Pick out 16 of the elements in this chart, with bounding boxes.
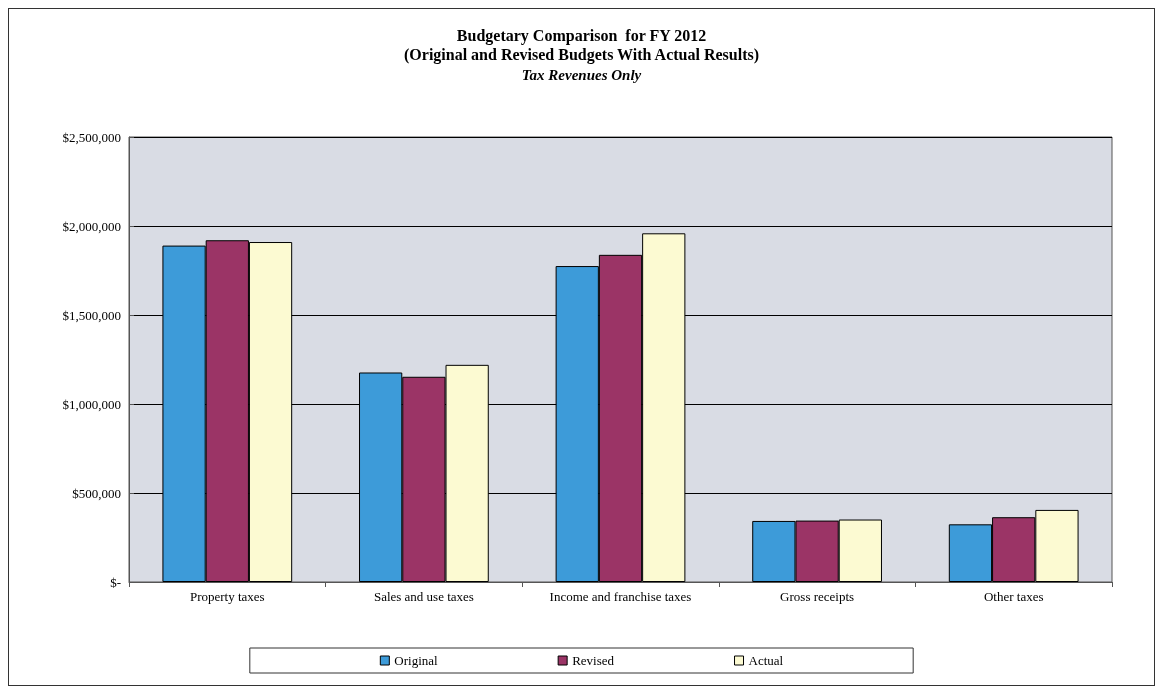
x-tick-label: Income and franchise taxes [549, 589, 692, 604]
x-tick-label: Sales and use taxes [373, 589, 474, 604]
legend-label: Actual [748, 653, 784, 668]
legend-label: Revised [572, 653, 615, 668]
y-tick-label: $2,500,000 [62, 129, 121, 145]
y-tick-label: $500,000 [72, 485, 121, 501]
chart-title: Budgetary Comparison for FY 2012 (Original and Revised Budgets With Actual Results) [403, 27, 760, 64]
y-tick-label: $- [110, 574, 121, 590]
x-tick-label: Gross receipts [780, 589, 855, 604]
chart-subtitle: Tax Revenues Only [521, 66, 642, 83]
y-tick-label: $1,000,000 [62, 396, 121, 412]
x-tick-label: Other taxes [983, 589, 1044, 604]
y-tick-label: $1,500,000 [62, 307, 121, 323]
y-tick-label: $2,000,000 [62, 218, 121, 234]
legend-label: Original [394, 653, 439, 668]
x-tick-label: Property taxes [189, 589, 265, 604]
